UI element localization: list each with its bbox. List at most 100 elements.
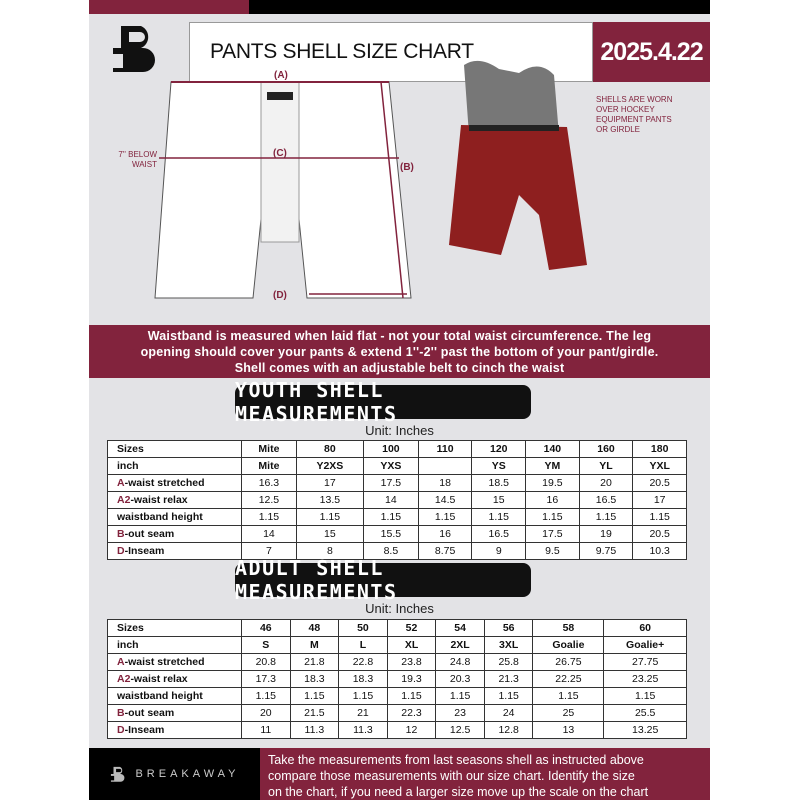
table-cell: 18.5 [471, 474, 527, 492]
row-label: Sizes [107, 440, 242, 458]
table-row: inch Mite Y2XS YXS YS YM YL YXL [107, 457, 687, 475]
table-cell: Mite [241, 457, 297, 475]
footer-instructions: Take the measurements from last seasons … [260, 748, 710, 800]
table-cell: 8 [295, 542, 364, 560]
row-label: inch [107, 636, 242, 654]
measure-label: Sizes [117, 443, 144, 455]
measure-label: Sizes [117, 622, 144, 634]
table-cell: 58 [532, 619, 605, 637]
table-cell: 20.8 [241, 653, 291, 671]
table-cell: 80 [295, 440, 364, 458]
table-cell: 16.5 [578, 491, 634, 509]
table-row: Sizes Mite 80 100 110 120 140 160 180 [107, 440, 687, 458]
table-cell: M [289, 636, 340, 654]
table-cell: 21.5 [289, 704, 340, 722]
size-chart-page: PANTS SHELL SIZE CHART 2025.4.22 (A) (C)… [89, 0, 710, 800]
table-cell: 15 [295, 525, 364, 543]
table-cell: 19 [578, 525, 634, 543]
row-label: D-Inseam [107, 721, 242, 739]
table-row: B-out seam 20 21.5 21 22.3 23 24 25 25.5 [107, 704, 687, 722]
table-cell: 14 [241, 525, 297, 543]
table-cell: Goalie [532, 636, 605, 654]
table-cell: 24 [483, 704, 534, 722]
measure-letter: A [117, 656, 125, 668]
adult-size-table: Sizes 46 48 50 52 54 56 58 60 inch S M L XL 2XL 3XL Goal… [107, 619, 687, 739]
table-cell: 10.3 [632, 542, 687, 560]
table-cell: 20 [241, 704, 291, 722]
table-cell: 54 [435, 619, 485, 637]
table-cell: 48 [289, 619, 340, 637]
table-cell: 17.5 [525, 525, 580, 543]
table-cell: 12.5 [241, 491, 297, 509]
breakaway-logo [113, 26, 155, 72]
table-row: A-waist stretched 16.3 17 17.5 18 18.5 19.5 20 2… [107, 474, 687, 492]
table-cell: 1.15 [632, 508, 687, 526]
table-cell: 22.3 [386, 704, 437, 722]
table-cell: 2XL [435, 636, 485, 654]
table-cell: 20.3 [435, 670, 485, 688]
shell-diagram [154, 81, 412, 299]
table-cell [417, 457, 473, 475]
table-cell: 18 [417, 474, 473, 492]
below-waist-note: 7'' BELOW WAIST [118, 150, 157, 169]
footer-line: compare those measurements with our size… [268, 769, 635, 783]
table-cell: 16.5 [471, 525, 527, 543]
table-cell: 21 [338, 704, 388, 722]
table-cell: YS [471, 457, 527, 475]
instruction-line: Shell comes with an adjustable belt to c… [234, 361, 565, 375]
page-title: PANTS SHELL SIZE CHART [189, 22, 593, 82]
table-cell: 21.8 [289, 653, 340, 671]
table-cell: 160 [578, 440, 634, 458]
table-row: waistband height 1.15 1.15 1.15 1.15 1.15 1.15… [107, 687, 687, 705]
measure-label: waistband height [117, 690, 203, 702]
youth-section-title: YOUTH SHELL MEASUREMENTS [235, 378, 531, 426]
table-cell: 23 [435, 704, 485, 722]
measure-letter: A [117, 477, 125, 489]
table-cell: 12 [386, 721, 437, 739]
measure-label: -out seam [124, 528, 175, 540]
table-cell: 1.15 [295, 508, 364, 526]
measure-letter: A2 [117, 494, 131, 506]
table-cell: Y2XS [295, 457, 364, 475]
measure-label: waistband height [117, 511, 203, 523]
table-cell: 25 [532, 704, 605, 722]
table-cell: 20 [578, 474, 634, 492]
table-cell: 1.15 [241, 687, 291, 705]
table-cell: 1.15 [532, 687, 605, 705]
label-b: (B) [400, 162, 414, 173]
table-cell: 1.15 [386, 687, 437, 705]
table-row: B-out seam 14 15 15.5 16 16.5 17.5 19 20.5 [107, 525, 687, 543]
table-cell: YXS [362, 457, 419, 475]
table-cell: XL [386, 636, 437, 654]
table-cell: 1.15 [435, 687, 485, 705]
table-cell: 24.8 [435, 653, 485, 671]
table-cell: 26.75 [532, 653, 605, 671]
table-cell: 13 [532, 721, 605, 739]
measure-label: -waist stretched [124, 477, 205, 489]
table-cell: 11 [241, 721, 291, 739]
row-label: inch [107, 457, 242, 475]
table-cell: 52 [386, 619, 437, 637]
table-row: D-Inseam 7 8 8.5 8.75 9 9.5 9.75 10.3 [107, 542, 687, 560]
row-label: A-waist stretched [107, 653, 242, 671]
table-cell: 1.15 [603, 687, 687, 705]
table-cell: 100 [362, 440, 419, 458]
table-cell: 16.3 [241, 474, 297, 492]
measurement-instructions: Waistband is measured when laid flat - n… [89, 325, 710, 378]
table-cell: 8.75 [417, 542, 473, 560]
table-cell: 23.8 [386, 653, 437, 671]
table-cell: 20.5 [632, 474, 687, 492]
brand-name: BREAKAWAY [135, 768, 240, 780]
measure-label: -Inseam [124, 545, 165, 557]
table-cell: 21.3 [483, 670, 534, 688]
table-cell: Goalie+ [603, 636, 687, 654]
shell-photo [449, 60, 587, 270]
measure-label: inch [117, 639, 139, 651]
table-cell: 1.15 [417, 508, 473, 526]
adult-unit: Unit: Inches [365, 601, 434, 616]
table-cell: 11.3 [289, 721, 340, 739]
table-cell: 12.8 [483, 721, 534, 739]
table-cell: 1.15 [471, 508, 527, 526]
table-cell: 9.5 [525, 542, 580, 560]
table-row: D-Inseam 11 11.3 11.3 12 12.5 12.8 13 13.25 [107, 721, 687, 739]
